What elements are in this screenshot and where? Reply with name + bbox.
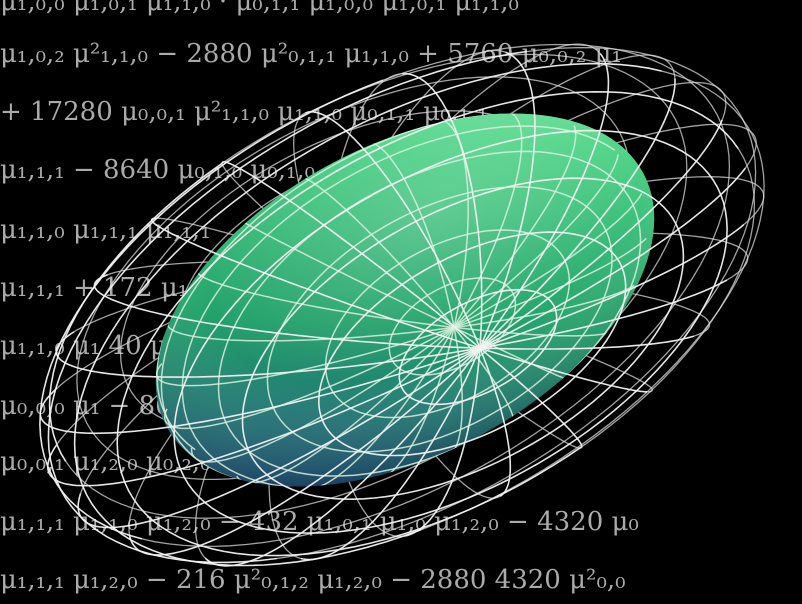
- wireframe-line: [77, 347, 481, 529]
- wireframe-line: [402, 72, 483, 349]
- wireframe-line: [300, 347, 481, 561]
- wireframe-line: [160, 111, 506, 489]
- wireframe-line: [204, 347, 481, 567]
- wireframe-line: [221, 161, 481, 349]
- wireframe-line: [164, 326, 455, 430]
- wireframe-line: [297, 176, 455, 328]
- wireframe-line: [128, 347, 481, 556]
- wireframe-line: [155, 326, 455, 387]
- wireframe-line: [39, 347, 481, 435]
- wireframe-line: [661, 70, 757, 144]
- equation-line: + 17280 μ₀,₀,₁ μ²₁,₁,₀ μ₁,₁,₀ μ₀,₁,₁ μ₀,…: [0, 97, 488, 127]
- equation-line: μ₁,₀,₀ μ₁,₀,₁ μ₁,₁,₀ · μ₀,₁,₁ μ₁,₀,₀ μ₁,…: [0, 0, 519, 17]
- wireframe-line: [479, 53, 610, 349]
- wireframe-line: [141, 124, 731, 548]
- wireframe-line: [39, 79, 384, 540]
- wireframe-line: [73, 62, 663, 567]
- wireframe-line: [479, 347, 512, 497]
- equation-line: μ₁,₁,₀ μ₁,₁,₁ μ₁,₁,₁: [0, 215, 211, 245]
- wireframe-line: [479, 347, 583, 447]
- equation-line: μ₁,₁,₁ μ₁,₂,₀ − 216 μ²₀,₁,₂ μ₁,₂,₀ − 288…: [0, 565, 626, 595]
- wireframe-line: [420, 143, 765, 531]
- equation-line: μ₁,₀,₂ μ²₁,₁,₀ − 2880 μ²₀,₁,₁ μ₁,₁,₀ + 5…: [0, 39, 622, 69]
- wireframe-line: [150, 217, 481, 349]
- wireframe-line: [382, 43, 723, 125]
- wireframe-line: [527, 46, 749, 130]
- wireframe-line: [479, 51, 536, 349]
- wireframe-line: [276, 129, 757, 560]
- wireframe-line: [438, 118, 469, 328]
- wireframe-line: [55, 331, 481, 378]
- wireframe-line: [479, 347, 647, 393]
- wireframe-line: [737, 148, 748, 166]
- wireframe-line: [47, 347, 481, 487]
- wireframe-line: [453, 193, 643, 329]
- wireframe-line: [47, 50, 528, 564]
- wireframe-line: [453, 326, 610, 337]
- wireframe-line: [479, 279, 728, 349]
- wireframe-line: [304, 111, 481, 349]
- wireframe-front: [39, 50, 746, 567]
- wireframe-line: [479, 223, 745, 349]
- wireframe-line: [453, 125, 577, 328]
- wireframe-line: [453, 284, 635, 329]
- wireframe-line: [48, 162, 223, 462]
- wireframe-line: [453, 112, 523, 328]
- wireframe-line: [479, 335, 695, 350]
- wireframe-line: [581, 165, 756, 448]
- wireframe-line: [241, 219, 455, 329]
- wireframe-line: [403, 348, 481, 537]
- equation-line: μ₁,₁,₁ − 8640 μ₀,₁,₀ μ₀,₁,₀: [0, 155, 315, 185]
- wireframe-line: [166, 315, 455, 342]
- wireframe-line: [190, 326, 455, 463]
- wireframe-line: [365, 141, 455, 328]
- wireframe-line: [453, 237, 647, 329]
- wireframe-line: [479, 78, 676, 349]
- wireframe-line: [196, 267, 455, 329]
- wireframe-line: [479, 119, 723, 349]
- wireframe-line: [116, 90, 739, 557]
- wireframe-line: [93, 274, 480, 349]
- wireframe-line: [479, 167, 746, 349]
